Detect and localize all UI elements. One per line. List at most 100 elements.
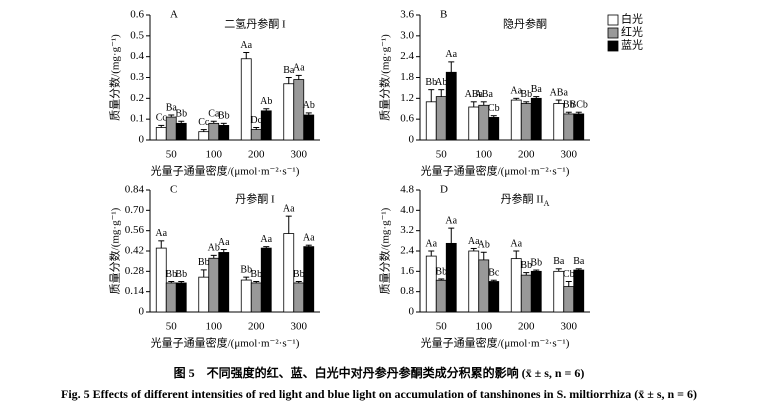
legend-swatch [607,40,619,52]
bar [155,247,167,313]
legend-swatch [607,14,619,26]
bar [520,274,532,313]
bar [488,281,500,313]
bar [240,58,252,141]
y-tick-label: 0.1 [130,113,144,125]
value-label: Cb [488,103,500,114]
panel-label: A [170,9,178,21]
y-tick-label: 0.70 [125,204,145,216]
value-label: Aa [218,237,230,248]
bar [165,116,177,141]
bar [468,250,480,313]
x-tick-label: 50 [166,149,178,161]
value-label: Bb [530,257,542,268]
value-label: Cc [198,117,210,128]
bar [260,247,272,313]
bar [240,279,252,313]
value-label: Cc [156,113,168,124]
value-label: BCb [570,100,588,111]
value-label: Bb [520,260,532,271]
x-tick-label: 50 [166,321,178,333]
bar [468,106,480,141]
value-label: Bb [165,269,177,280]
bar [445,71,457,141]
y-tick-label: 0 [139,306,145,318]
y-tick-label: 0.3 [130,71,144,83]
caption-zh: 图 5 不同强度的红、蓝、白光中对丹参丹参酮类成分积累的影响 (x̄ ± s, … [174,365,585,380]
bar [155,127,167,141]
y-axis-label: 质量分数/(mg·g⁻¹) [109,207,122,294]
y-tick-label: 0.28 [125,265,145,277]
bar [260,110,272,141]
bar [530,97,542,141]
y-tick-label: 0.84 [125,184,145,196]
y-tick-label: 0.8 [400,285,414,297]
value-label: Bb [520,89,532,100]
value-label: Bb [435,266,447,277]
value-label: Aa [445,49,457,60]
value-label: Ab [478,240,490,251]
value-label: Aa [155,228,167,239]
y-tick-label: 1.8 [400,71,414,83]
value-label: Ba [283,65,295,76]
panel-label: C [170,184,177,196]
value-label: Aa [468,236,480,247]
panel-label: D [440,184,448,196]
bar [208,122,220,141]
value-label: Ba [573,256,585,267]
bar [573,269,585,313]
legend-label: 蓝光 [621,38,643,52]
y-tick-label: 4.8 [400,184,414,196]
panel-title: 丹参酮 I [235,192,275,206]
y-tick-label: 0 [409,134,415,146]
value-label: Ab [303,100,315,111]
bar [218,252,230,313]
bar [303,246,315,313]
value-label: Aa [510,86,522,97]
value-label: Aa [445,215,457,226]
value-label: Bb [425,77,437,88]
y-tick-label: 0.6 [130,9,144,21]
x-tick-label: 100 [206,321,223,333]
value-label: Aa [303,232,315,243]
value-label: Bb [250,269,262,280]
bar [175,282,187,313]
bar [250,129,262,141]
value-label: Dc [250,115,262,126]
y-axis-label: 质量分数/(mg·g⁻¹) [379,207,392,294]
y-tick-label: 0.4 [130,50,144,62]
value-label: Bc [488,268,500,279]
x-tick-label: 200 [518,321,535,333]
bar [425,255,437,313]
bar [198,131,210,141]
x-tick-label: 300 [561,321,578,333]
value-label: Bb [563,100,575,111]
y-tick-label: 0.42 [125,245,144,257]
panel-label: B [440,9,447,21]
x-tick-label: 100 [476,149,493,161]
value-label: Aa [240,40,252,51]
panel-title: 二氢丹参酮 I [224,17,286,31]
legend-label: 红光 [621,25,643,39]
x-axis-label: 光量子通量密度/(μmol·m⁻²·s⁻¹) [151,164,300,178]
value-label: Bb [240,264,252,275]
y-tick-label: 0.14 [125,285,145,297]
value-label: Ca [208,109,220,120]
caption-en: Fig. 5 Effects of different intensities … [61,387,697,401]
y-tick-label: 1.6 [400,265,414,277]
x-tick-label: 200 [518,149,535,161]
x-tick-label: 300 [291,149,308,161]
y-tick-label: 3.2 [400,224,414,236]
value-label: Aa [425,238,437,249]
y-tick-label: 0.2 [130,92,144,104]
bar [435,279,447,313]
value-label: Ba [166,102,178,113]
value-label: Ab [435,77,447,88]
value-label: Bb [175,109,187,120]
x-tick-label: 200 [248,321,265,333]
x-tick-label: 300 [291,321,308,333]
bar [488,117,500,141]
x-tick-label: 50 [436,321,448,333]
title-subscript: A [544,199,550,208]
y-tick-label: 0 [139,134,145,146]
